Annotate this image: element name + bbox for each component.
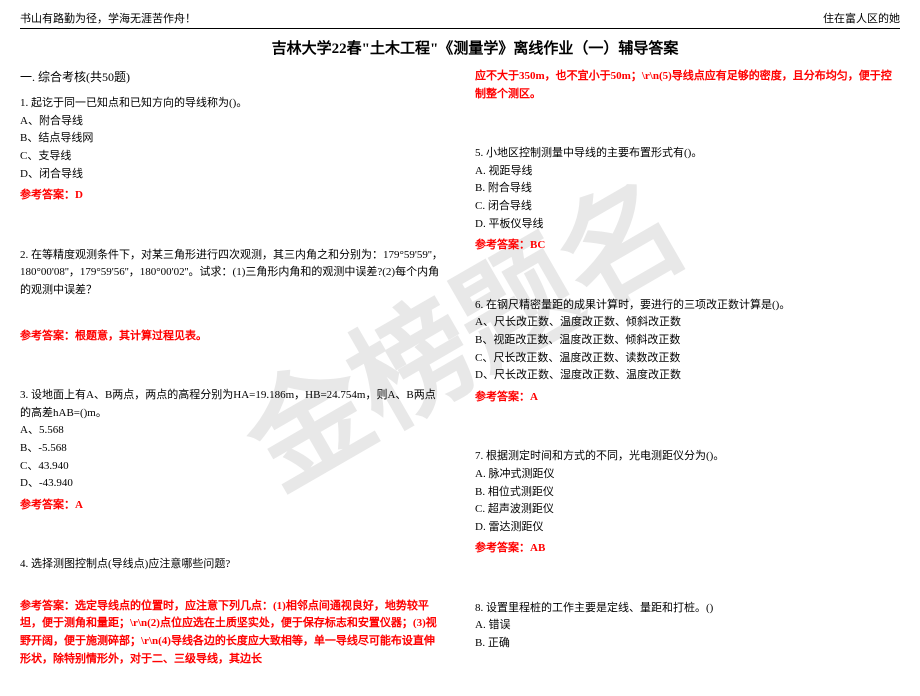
q7-opt-b: B. 相位式测距仪: [475, 484, 900, 502]
q1-opt-a: A、附合导线: [20, 113, 445, 131]
page-content: 书山有路勤为径，学海无涯苦作舟！ 住在富人区的她 吉林大学22春"土木工程"《测…: [0, 0, 920, 696]
q6-answer: 参考答案：A: [475, 389, 900, 407]
q6-text: 6. 在钢尺精密量距的成果计算时，要进行的三项改正数计算是()。: [475, 297, 900, 315]
q5-opt-c: C. 闭合导线: [475, 198, 900, 216]
question-7: 7. 根据测定时间和方式的不同，光电测距仪分为()。 A. 脉冲式测距仪 B. …: [475, 448, 900, 558]
q5-opt-d: D. 平板仪导线: [475, 216, 900, 234]
q1-answer: 参考答案：D: [20, 187, 445, 205]
q2-text: 2. 在等精度观测条件下，对某三角形进行四次观测，其三内角之和分别为：179°5…: [20, 247, 445, 300]
question-1: 1. 起讫于同一已知点和已知方向的导线称为()。 A、附合导线 B、结点导线网 …: [20, 95, 445, 205]
q3-opt-b: B、-5.568: [20, 440, 445, 458]
q1-opt-d: D、闭合导线: [20, 166, 445, 184]
q2-answer: 参考答案：根题意，其计算过程见表。: [20, 328, 445, 346]
q1-opt-c: C、支导线: [20, 148, 445, 166]
q7-opt-a: A. 脉冲式测距仪: [475, 466, 900, 484]
question-5: 5. 小地区控制测量中导线的主要布置形式有()。 A. 视距导线 B. 附合导线…: [475, 145, 900, 255]
question-4: 4. 选择测图控制点(导线点)应注意哪些问题? 参考答案：选定导线点的位置时，应…: [20, 556, 445, 668]
q6-opt-d: D、尺长改正数、湿度改正数、温度改正数: [475, 367, 900, 385]
right-column: 应不大于350m，也不宜小于50m；\r\n(5)导线点应有足够的密度，且分布均…: [475, 68, 900, 686]
q3-opt-a: A、5.568: [20, 422, 445, 440]
q3-answer: 参考答案：A: [20, 497, 445, 515]
q7-opt-d: D. 雷达测距仪: [475, 519, 900, 537]
q8-opt-b: B. 正确: [475, 635, 900, 653]
q5-text: 5. 小地区控制测量中导线的主要布置形式有()。: [475, 145, 900, 163]
q1-opt-b: B、结点导线网: [20, 130, 445, 148]
q8-opt-a: A. 错误: [475, 617, 900, 635]
q7-opt-c: C. 超声波测距仪: [475, 501, 900, 519]
q7-answer: 参考答案：AB: [475, 540, 900, 558]
section-heading: 一. 综合考核(共50题): [20, 68, 445, 87]
q8-text: 8. 设置里程桩的工作主要是定线、量距和打桩。(): [475, 600, 900, 618]
q4-text: 4. 选择测图控制点(导线点)应注意哪些问题?: [20, 556, 445, 574]
header-right: 住在富人区的她: [823, 10, 900, 26]
q4-answer: 参考答案：选定导线点的位置时，应注意下列几点：(1)相邻点间通视良好，地势较平坦…: [20, 598, 445, 668]
header-left: 书山有路勤为径，学海无涯苦作舟！: [20, 10, 196, 26]
q5-answer: 参考答案：BC: [475, 237, 900, 255]
question-8: 8. 设置里程桩的工作主要是定线、量距和打桩。() A. 错误 B. 正确: [475, 600, 900, 653]
q3-text: 3. 设地面上有A、B两点，两点的高程分别为HA=19.186m，HB=24.7…: [20, 387, 445, 422]
q6-opt-a: A、尺长改正数、温度改正数、倾斜改正数: [475, 314, 900, 332]
page-header: 书山有路勤为径，学海无涯苦作舟！ 住在富人区的她: [20, 10, 900, 29]
q6-opt-b: B、视距改正数、温度改正数、倾斜改正数: [475, 332, 900, 350]
q3-opt-c: C、43.940: [20, 458, 445, 476]
question-3: 3. 设地面上有A、B两点，两点的高程分别为HA=19.186m，HB=24.7…: [20, 387, 445, 514]
question-2: 2. 在等精度观测条件下，对某三角形进行四次观测，其三内角之和分别为：179°5…: [20, 247, 445, 345]
q6-opt-c: C、尺长改正数、温度改正数、读数改正数: [475, 350, 900, 368]
left-column: 一. 综合考核(共50题) 1. 起讫于同一已知点和已知方向的导线称为()。 A…: [20, 68, 445, 686]
q4-answer-continued: 应不大于350m，也不宜小于50m；\r\n(5)导线点应有足够的密度，且分布均…: [475, 68, 900, 103]
columns-container: 一. 综合考核(共50题) 1. 起讫于同一已知点和已知方向的导线称为()。 A…: [20, 68, 900, 686]
q5-opt-b: B. 附合导线: [475, 180, 900, 198]
q3-opt-d: D、-43.940: [20, 475, 445, 493]
q7-text: 7. 根据测定时间和方式的不同，光电测距仪分为()。: [475, 448, 900, 466]
q5-opt-a: A. 视距导线: [475, 163, 900, 181]
q1-text: 1. 起讫于同一已知点和已知方向的导线称为()。: [20, 95, 445, 113]
question-6: 6. 在钢尺精密量距的成果计算时，要进行的三项改正数计算是()。 A、尺长改正数…: [475, 297, 900, 407]
page-title: 吉林大学22春"土木工程"《测量学》离线作业（一）辅导答案: [20, 37, 900, 58]
